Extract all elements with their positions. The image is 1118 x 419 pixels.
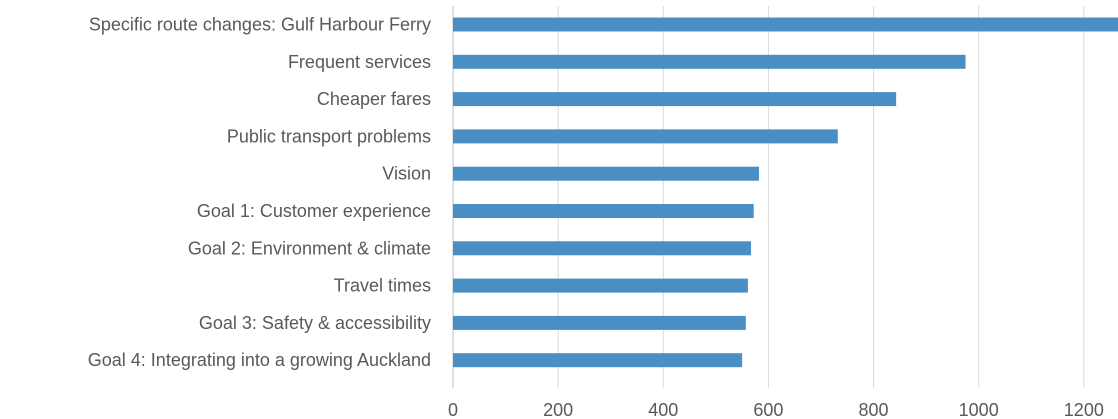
category-label: Vision xyxy=(382,164,431,184)
x-tick-label: 600 xyxy=(753,400,783,419)
category-label: Public transport problems xyxy=(227,126,431,146)
category-label: Cheaper fares xyxy=(317,89,431,109)
category-label: Goal 2: Environment & climate xyxy=(188,238,431,258)
x-tick-label: 400 xyxy=(648,400,678,419)
bar xyxy=(453,17,1118,32)
category-label: Goal 1: Customer experience xyxy=(197,201,431,221)
category-labels: Specific route changes: Gulf Harbour Fer… xyxy=(88,15,431,371)
bar xyxy=(453,278,748,293)
bar xyxy=(453,92,897,107)
x-tick-label: 0 xyxy=(448,400,458,419)
category-label: Frequent services xyxy=(288,52,431,72)
x-tick-labels: 0 200 400 600 800 1000 1200 xyxy=(448,400,1104,419)
bar xyxy=(453,353,743,368)
bar xyxy=(453,241,752,256)
bar xyxy=(453,166,759,181)
bar xyxy=(453,54,966,69)
category-label: Goal 3: Safety & accessibility xyxy=(199,313,431,333)
x-tick-label: 1000 xyxy=(959,400,999,419)
bar xyxy=(453,129,838,144)
category-label: Specific route changes: Gulf Harbour Fer… xyxy=(89,15,431,35)
category-label: Travel times xyxy=(334,276,431,296)
bar xyxy=(453,315,746,330)
x-tick-label: 1200 xyxy=(1064,400,1104,419)
bars xyxy=(453,17,1118,368)
gridlines xyxy=(452,6,1085,388)
category-label: Goal 4: Integrating into a growing Auckl… xyxy=(88,350,431,370)
bar xyxy=(453,204,754,218)
x-tick-label: 800 xyxy=(859,400,889,419)
x-tick-label: 200 xyxy=(543,400,573,419)
